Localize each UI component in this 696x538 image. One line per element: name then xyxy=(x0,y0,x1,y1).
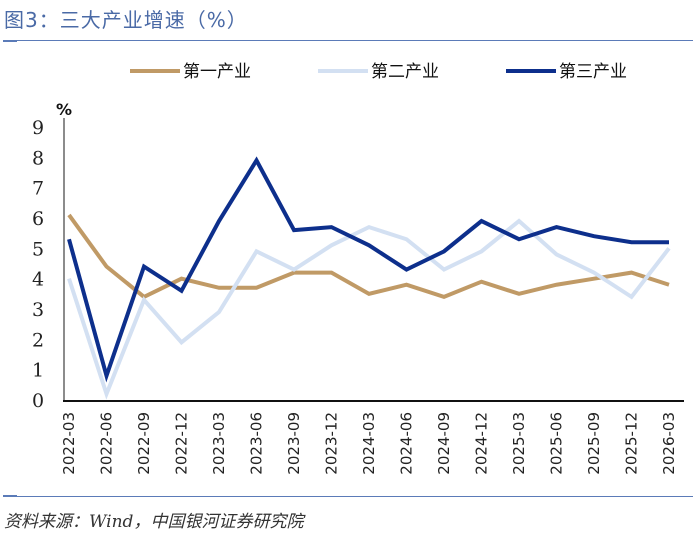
x-tick-label: 2022-03 xyxy=(60,412,78,475)
x-tick-label: 2023-12 xyxy=(323,412,341,475)
y-tick-label: 1 xyxy=(32,360,44,382)
footer-divider-accent xyxy=(3,495,17,497)
legend-label: 第二产业 xyxy=(371,62,439,82)
title-divider xyxy=(3,40,693,41)
title-divider-accent xyxy=(3,40,17,42)
x-axis-ticks: 2022-03 2022-06 2022-09 2022-12 2023-03 2023-… xyxy=(60,412,678,475)
source-note: 资料来源：Wind，中国银河证券研究院 xyxy=(4,512,304,532)
series-line-3 xyxy=(67,156,669,383)
legend-label: 第三产业 xyxy=(559,62,627,82)
y-tick-label: 2 xyxy=(32,329,44,351)
footer-divider xyxy=(3,496,693,497)
x-tick-label: 2026-03 xyxy=(660,412,678,475)
x-tick-label: 2023-09 xyxy=(285,412,303,475)
x-tick-label: 2025-12 xyxy=(623,412,641,475)
x-tick-label: 2024-09 xyxy=(435,412,453,475)
x-tick-label: 2024-06 xyxy=(398,412,416,475)
y-tick-label: 6 xyxy=(32,208,44,230)
y-tick-label: 4 xyxy=(32,269,44,291)
x-tick-label: 2022-06 xyxy=(98,412,116,475)
x-tick-label: 2022-12 xyxy=(173,412,191,475)
y-tick-label: 7 xyxy=(32,178,44,200)
y-tick-label: 3 xyxy=(32,299,44,321)
x-tick-label: 2023-03 xyxy=(210,412,228,475)
x-tick-label: 2024-12 xyxy=(473,412,491,475)
y-axis-ticks: 0 1 2 3 4 5 6 7 8 9 xyxy=(32,117,44,412)
x-tick-label: 2024-03 xyxy=(360,412,378,475)
x-tick-label: 2025-03 xyxy=(510,412,528,475)
y-axis-unit-label: % xyxy=(56,100,72,119)
y-tick-label: 0 xyxy=(32,390,44,412)
x-tick-label: 2025-09 xyxy=(585,412,603,475)
x-tick-label: 2022-09 xyxy=(135,412,153,475)
x-tick-label: 2025-06 xyxy=(548,412,566,475)
x-tick-label: 2023-06 xyxy=(248,412,266,475)
legend-label: 第一产业 xyxy=(183,62,251,82)
y-tick-label: 9 xyxy=(32,117,44,139)
chart-title: 图3：三大产业增速（%） xyxy=(4,8,248,32)
y-tick-label: 5 xyxy=(32,238,44,260)
y-tick-label: 8 xyxy=(32,147,44,169)
legend: 第一产业 第二产业 第三产业 xyxy=(130,62,627,82)
line-chart: 第一产业 第二产业 第三产业 % 0 1 2 3 4 5 6 7 8 9 2022-03 2022-06… xyxy=(32,62,684,475)
series-lines xyxy=(67,156,671,400)
